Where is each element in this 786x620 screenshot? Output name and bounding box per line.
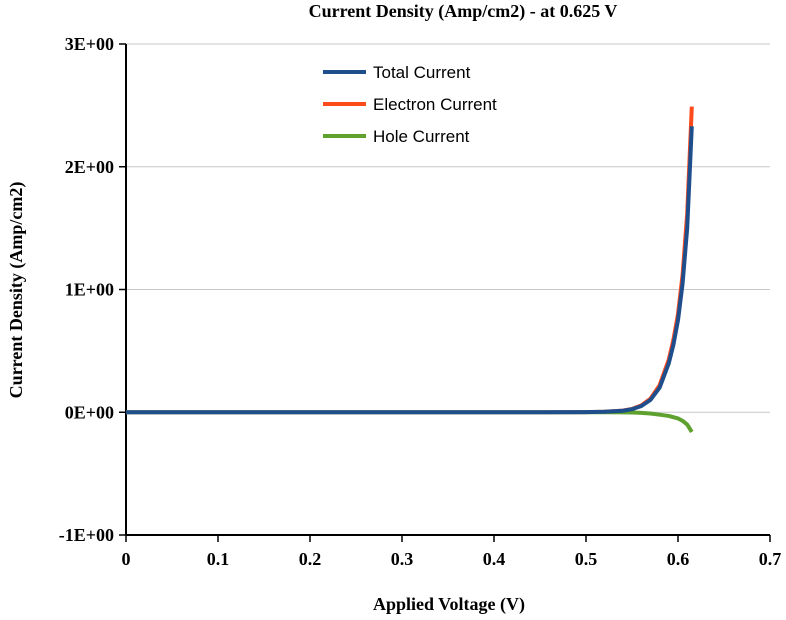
series-lines <box>126 106 694 433</box>
y-tick-label: 0E+00 <box>65 402 114 422</box>
chart-title: Current Density (Amp/cm2) - at 0.625 V <box>309 1 618 22</box>
x-tick-label: 0.1 <box>207 549 230 569</box>
y-tick-label: 2E+00 <box>65 157 114 177</box>
axes <box>119 43 771 542</box>
series-line-hole-current <box>126 410 694 433</box>
legend-label-electron-current: Electron Current <box>373 95 497 114</box>
x-tick-label: 0.4 <box>483 549 506 569</box>
x-tick-label: 0 <box>122 549 131 569</box>
x-tick-label: 0.6 <box>667 549 690 569</box>
series-line-electron-current <box>126 106 694 415</box>
x-tick-label: 0.2 <box>299 549 322 569</box>
y-axis-title: Current Density (Amp/cm2) <box>6 182 27 399</box>
series-line-total-current <box>126 126 694 415</box>
y-tick-label: -1E+00 <box>59 525 114 545</box>
x-tick-label: 0.5 <box>575 549 598 569</box>
y-tick-label: 1E+00 <box>65 280 114 300</box>
x-tick-label: 0.3 <box>391 549 414 569</box>
tick-labels: 3E+00 2E+00 1E+00 0E+00 -1E+00 0 0.1 0.2 0.3 0.4 0… <box>59 34 782 569</box>
x-tick-label: 0.7 <box>759 549 782 569</box>
x-axis-title: Applied Voltage (V) <box>373 594 525 615</box>
legend-label-total-current: Total Current <box>373 63 471 82</box>
legend: Total Current Electron Current Hole Curren… <box>323 63 497 146</box>
legend-label-hole-current: Hole Current <box>373 127 470 146</box>
y-tick-label: 3E+00 <box>65 34 114 54</box>
